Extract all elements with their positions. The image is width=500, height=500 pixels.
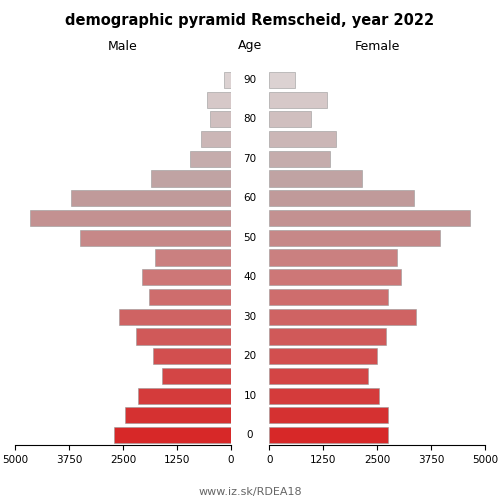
Bar [153, 348, 231, 364]
Bar [138, 388, 231, 404]
Bar [118, 308, 231, 325]
Text: 10: 10 [244, 390, 256, 400]
Bar [162, 368, 231, 384]
Bar [206, 92, 231, 108]
Bar [269, 427, 388, 443]
Bar [114, 427, 231, 443]
Bar [269, 348, 377, 364]
Text: 20: 20 [244, 351, 256, 361]
Bar [149, 289, 231, 305]
Bar [210, 112, 231, 128]
Bar [269, 150, 330, 167]
Bar [136, 328, 231, 344]
Text: 50: 50 [244, 233, 256, 243]
Bar [30, 210, 231, 226]
Bar [269, 72, 295, 88]
Bar [269, 388, 380, 404]
Text: 60: 60 [244, 194, 256, 203]
Bar [156, 250, 231, 266]
Text: Age: Age [238, 40, 262, 52]
Text: 40: 40 [244, 272, 256, 282]
Bar [269, 408, 388, 424]
Bar [269, 92, 328, 108]
Bar [269, 269, 401, 285]
Text: 90: 90 [244, 75, 256, 85]
Bar [269, 328, 386, 344]
Text: Female: Female [354, 40, 400, 52]
Text: 70: 70 [244, 154, 256, 164]
Bar [269, 112, 310, 128]
Bar [151, 170, 231, 186]
Bar [269, 170, 362, 186]
Bar [269, 368, 368, 384]
Bar [269, 190, 414, 206]
Bar [269, 131, 336, 147]
Bar [125, 408, 231, 424]
Text: www.iz.sk/RDEA18: www.iz.sk/RDEA18 [198, 488, 302, 498]
Text: demographic pyramid Remscheid, year 2022: demographic pyramid Remscheid, year 2022 [66, 12, 434, 28]
Bar [269, 210, 470, 226]
Text: Male: Male [108, 40, 138, 52]
Bar [200, 131, 231, 147]
Bar [224, 72, 231, 88]
Text: 0: 0 [247, 430, 254, 440]
Bar [190, 150, 231, 167]
Bar [142, 269, 231, 285]
Text: 30: 30 [244, 312, 256, 322]
Text: 80: 80 [244, 114, 256, 124]
Bar [269, 308, 416, 325]
Bar [269, 230, 440, 246]
Bar [80, 230, 231, 246]
Bar [269, 289, 388, 305]
Bar [71, 190, 231, 206]
Bar [269, 250, 396, 266]
